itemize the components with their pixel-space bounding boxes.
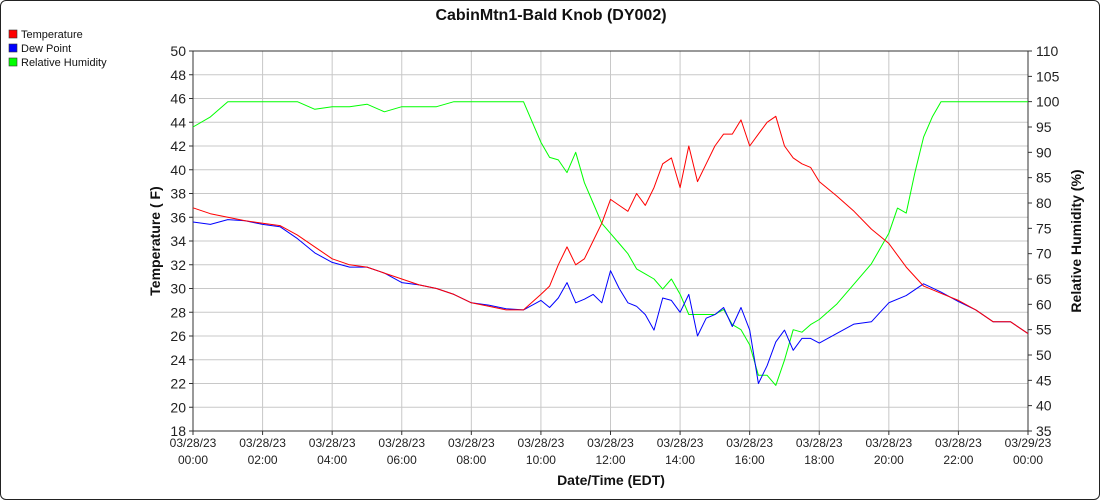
series-line-temperature (192, 115, 1029, 335)
y2-tick-label: 35 (1036, 423, 1052, 439)
x-tick-time-label: 18:00 (804, 453, 834, 467)
y-tick-label: 42 (170, 138, 186, 154)
y2-tick-label: 65 (1036, 271, 1052, 287)
legend-swatch-dew-point (8, 43, 18, 53)
y2-tick-label: 90 (1036, 144, 1052, 160)
y2-tick-label: 85 (1036, 170, 1052, 186)
y2-axis-title: Relative Humidity (%) (1068, 169, 1084, 312)
y2-tick-label: 70 (1036, 246, 1052, 262)
x-tick-time-label: 12:00 (595, 453, 625, 467)
y2-tick-label: 75 (1036, 220, 1052, 236)
x-tick-date-label: 03/28/23 (726, 436, 773, 450)
y2-tick-label: 60 (1036, 296, 1052, 312)
y-tick-label: 26 (170, 328, 186, 344)
x-tick-time-label: 06:00 (387, 453, 417, 467)
x-tick-time-label: 02:00 (248, 453, 278, 467)
x-tick-date-label: 03/28/23 (865, 436, 912, 450)
y-tick-label: 18 (170, 423, 186, 439)
y-axis-title: Temperature ( F) (147, 186, 163, 295)
y2-tick-label: 105 (1036, 68, 1060, 84)
y-tick-label: 46 (170, 91, 186, 107)
legend-swatch-relative-humidity (8, 57, 18, 67)
legend-label-dew-point: Dew Point (21, 43, 71, 55)
x-tick-date-label: 03/28/23 (518, 436, 565, 450)
y-tick-label: 38 (170, 186, 186, 202)
y-tick-label: 36 (170, 209, 186, 225)
x-tick-date-label: 03/28/23 (378, 436, 425, 450)
y2-tick-label: 100 (1036, 94, 1060, 110)
legend-label-relative-humidity: Relative Humidity (21, 57, 107, 69)
y-tick-label: 40 (170, 162, 186, 178)
y-tick-label: 20 (170, 399, 186, 415)
x-tick-date-label: 03/29/23 (1005, 436, 1052, 450)
y2-tick-label: 55 (1036, 322, 1052, 338)
x-tick-time-label: 00:00 (1013, 453, 1043, 467)
y-tick-label: 48 (170, 67, 186, 83)
x-tick-date-label: 03/28/23 (796, 436, 843, 450)
chart-title: CabinMtn1-Bald Knob (DY002) (435, 7, 666, 24)
y2-tick-label: 40 (1036, 398, 1052, 414)
x-tick-time-label: 20:00 (874, 453, 904, 467)
legend-swatch-temperature (8, 29, 18, 39)
x-tick-time-label: 10:00 (526, 453, 556, 467)
x-tick-time-label: 22:00 (943, 453, 973, 467)
x-tick-date-label: 03/28/23 (309, 436, 356, 450)
y2-tick-label: 110 (1036, 43, 1059, 59)
x-tick-time-label: 08:00 (456, 453, 486, 467)
series-line-relative-humidity (192, 101, 1028, 386)
right-axis: 35 40 45 50 55 60 65 70 75 80 85 90 95 100 105 110 (1028, 43, 1060, 439)
y-tick-label: 34 (170, 233, 186, 249)
legend-label-temperature: Temperature (21, 29, 83, 41)
y2-tick-label: 50 (1036, 347, 1052, 363)
x-tick-time-label: 14:00 (665, 453, 695, 467)
y-tick-label: 24 (170, 352, 186, 368)
x-tick-time-label: 16:00 (735, 453, 765, 467)
y-tick-label: 22 (170, 376, 186, 392)
x-tick-date-label: 03/28/23 (239, 436, 286, 450)
x-axis: 03/28/23 00:00 03/28/23 02:00 03/28/23 04:00 0… (170, 431, 1052, 467)
x-tick-date-label: 03/28/23 (657, 436, 704, 450)
left-axis: 18 20 22 24 26 28 30 32 34 36 38 40 42 44 46 48 50 (170, 43, 193, 439)
y-tick-label: 32 (170, 257, 186, 273)
grid (192, 50, 1029, 432)
y-tick-label: 44 (170, 114, 186, 130)
x-tick-date-label: 03/28/23 (935, 436, 982, 450)
y2-tick-label: 80 (1036, 195, 1052, 211)
y-tick-label: 30 (170, 281, 186, 297)
legend: Temperature Dew Point Relative Humidity (8, 29, 107, 69)
x-tick-date-label: 03/28/23 (448, 436, 495, 450)
y2-tick-label: 95 (1036, 119, 1052, 135)
y2-tick-label: 45 (1036, 372, 1052, 388)
x-tick-time-label: 00:00 (178, 453, 208, 467)
x-tick-time-label: 04:00 (317, 453, 347, 467)
y-tick-label: 28 (170, 304, 186, 320)
x-tick-date-label: 03/28/23 (170, 436, 217, 450)
y-tick-label: 50 (170, 43, 186, 59)
x-tick-date-label: 03/28/23 (587, 436, 634, 450)
x-axis-title: Date/Time (EDT) (557, 472, 665, 488)
series-layer (192, 101, 1029, 386)
